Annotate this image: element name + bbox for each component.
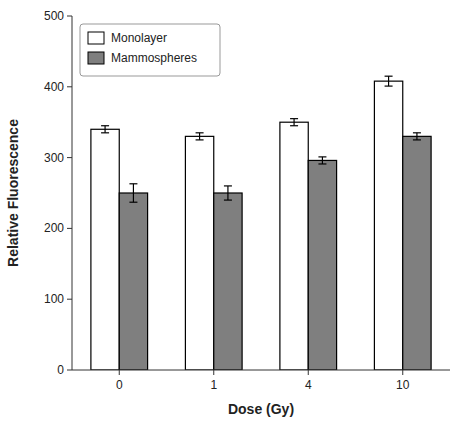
legend-box xyxy=(80,24,220,76)
error-cap xyxy=(101,132,109,133)
legend-label: Mammospheres xyxy=(111,51,197,65)
x-tick xyxy=(402,370,403,375)
x-tick-label: 1 xyxy=(210,378,217,392)
x-tick-label: 10 xyxy=(396,378,410,392)
error-line xyxy=(293,119,294,126)
y-tick xyxy=(67,86,72,87)
x-tick xyxy=(119,370,120,375)
error-cap xyxy=(196,132,204,133)
chart-container: 0 100 200 300 400 500 0 1 4 10 Dose (Gy) Relative F… xyxy=(0,0,466,426)
bar xyxy=(91,129,119,370)
error-bar xyxy=(101,126,109,133)
error-bar xyxy=(290,119,298,126)
bar xyxy=(403,136,431,370)
bar xyxy=(374,81,402,370)
y-tick-label: 500 xyxy=(44,9,64,23)
error-line xyxy=(199,133,200,140)
y-tick-label: 400 xyxy=(44,80,64,94)
y-axis-line xyxy=(72,16,73,370)
y-axis-label: Relative Fluorescence xyxy=(5,119,21,267)
error-cap xyxy=(318,156,326,157)
legend-label: Monolayer xyxy=(111,31,167,45)
chart-svg: 0 100 200 300 400 500 0 1 4 10 Dose (Gy) Relative F… xyxy=(0,0,466,426)
bar xyxy=(280,122,308,370)
error-line xyxy=(133,184,134,202)
x-axis-label: Dose (Gy) xyxy=(228,401,294,417)
bar xyxy=(119,193,147,370)
x-tick xyxy=(308,370,309,375)
error-line xyxy=(104,126,105,133)
error-bar xyxy=(413,133,421,140)
y-tick-label: 300 xyxy=(44,151,64,165)
x-tick-label: 4 xyxy=(305,378,312,392)
error-cap xyxy=(385,76,393,77)
error-cap xyxy=(101,125,109,126)
error-cap xyxy=(129,183,137,184)
error-cap xyxy=(290,118,298,119)
error-line xyxy=(416,133,417,140)
error-bar xyxy=(224,186,232,200)
x-tick-label: 0 xyxy=(116,378,123,392)
axes: 0 100 200 300 400 500 0 1 4 10 xyxy=(44,9,450,392)
y-tick xyxy=(67,16,72,17)
x-axis-line xyxy=(72,370,450,371)
legend-swatch xyxy=(88,32,104,44)
error-line xyxy=(227,186,228,200)
y-tick xyxy=(67,228,72,229)
error-cap xyxy=(224,199,232,200)
error-cap xyxy=(385,85,393,86)
error-line xyxy=(388,76,389,86)
y-tick-label: 200 xyxy=(44,221,64,235)
error-bar xyxy=(196,133,204,140)
error-cap xyxy=(224,185,232,186)
y-tick xyxy=(67,370,72,371)
error-cap xyxy=(318,163,326,164)
y-tick-label: 0 xyxy=(57,363,64,377)
error-cap xyxy=(413,132,421,133)
x-tick xyxy=(213,370,214,375)
legend: Monolayer Mammospheres xyxy=(80,24,220,76)
legend-swatch xyxy=(88,52,104,64)
bar xyxy=(185,136,213,370)
bars xyxy=(91,76,431,370)
bar xyxy=(214,193,242,370)
error-cap xyxy=(129,202,137,203)
y-tick xyxy=(67,299,72,300)
error-bar xyxy=(385,76,393,86)
bar xyxy=(308,160,336,370)
error-bar xyxy=(318,157,326,164)
error-cap xyxy=(413,139,421,140)
error-line xyxy=(322,157,323,164)
y-tick xyxy=(67,157,72,158)
error-cap xyxy=(290,125,298,126)
y-tick-label: 100 xyxy=(44,292,64,306)
error-cap xyxy=(196,139,204,140)
error-bar xyxy=(129,184,137,202)
